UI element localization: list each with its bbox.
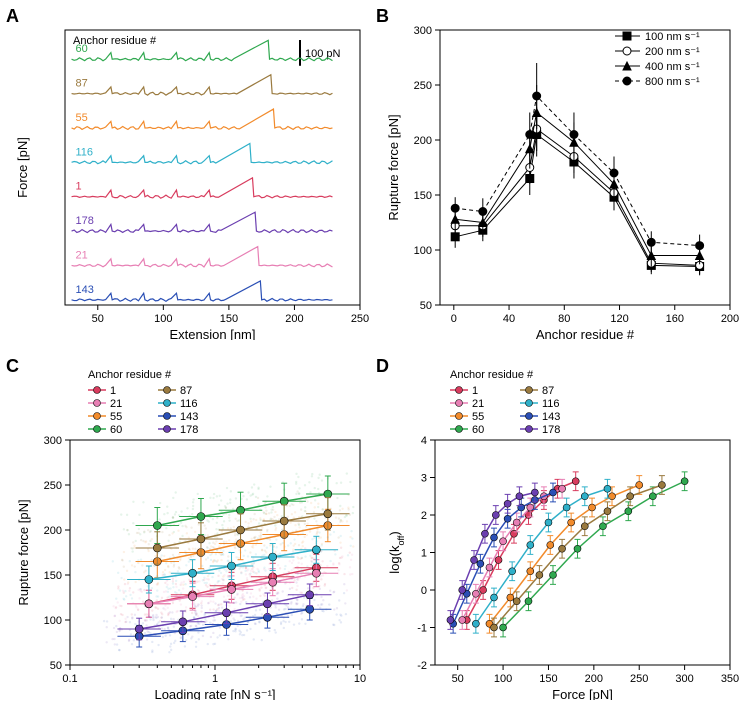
svg-text:80: 80 xyxy=(558,313,570,325)
svg-text:60: 60 xyxy=(110,424,122,436)
panel-b-plot: 0 40 80 120 160 200 50 100 150 200 250 300 Anchor re… xyxy=(380,10,740,340)
svg-text:Rupture force [pN]: Rupture force [pN] xyxy=(386,114,401,220)
svg-text:300: 300 xyxy=(675,673,693,685)
svg-text:120: 120 xyxy=(610,313,628,325)
svg-text:0: 0 xyxy=(421,585,427,597)
svg-text:21: 21 xyxy=(75,249,87,261)
svg-text:Loading rate [nN s⁻¹]: Loading rate [nN s⁻¹] xyxy=(154,687,275,700)
svg-text:87: 87 xyxy=(180,385,192,397)
svg-text:0: 0 xyxy=(451,313,457,325)
svg-text:1: 1 xyxy=(75,181,81,193)
svg-text:143: 143 xyxy=(75,284,93,296)
svg-text:100: 100 xyxy=(44,615,62,627)
svg-text:100 nm s⁻¹: 100 nm s⁻¹ xyxy=(645,31,700,43)
svg-text:55: 55 xyxy=(110,411,122,423)
svg-text:Extension [nm]: Extension [nm] xyxy=(170,327,256,340)
svg-text:116: 116 xyxy=(542,398,560,410)
svg-text:143: 143 xyxy=(542,411,560,423)
svg-text:250: 250 xyxy=(44,480,62,492)
svg-text:0.1: 0.1 xyxy=(62,673,77,685)
svg-text:178: 178 xyxy=(542,424,560,436)
svg-text:4: 4 xyxy=(421,435,427,447)
svg-text:50: 50 xyxy=(50,660,62,672)
svg-text:100: 100 xyxy=(154,313,172,325)
svg-text:116: 116 xyxy=(180,398,198,410)
svg-text:log(koff): log(koff) xyxy=(387,531,406,573)
svg-text:150: 150 xyxy=(539,673,557,685)
svg-text:55: 55 xyxy=(75,112,87,124)
svg-text:200: 200 xyxy=(721,313,739,325)
svg-text:Force [pN]: Force [pN] xyxy=(15,137,30,198)
svg-text:87: 87 xyxy=(75,78,87,90)
svg-text:300: 300 xyxy=(44,435,62,447)
panel-d: D 50100150200250300350-2-101234Force [pN… xyxy=(380,360,740,700)
svg-text:400 nm s⁻¹: 400 nm s⁻¹ xyxy=(645,61,700,73)
svg-text:1: 1 xyxy=(421,548,427,560)
svg-text:87: 87 xyxy=(542,385,554,397)
panel-b: B 0408012016020050100150200250300Anchor … xyxy=(380,10,740,340)
svg-text:150: 150 xyxy=(414,190,432,202)
svg-text:100: 100 xyxy=(494,673,512,685)
svg-text:178: 178 xyxy=(75,215,93,227)
svg-text:-1: -1 xyxy=(417,623,427,635)
panel-a: A 50100150200250Extension [nm]Force [pN]… xyxy=(10,10,370,340)
svg-text:200: 200 xyxy=(414,135,432,147)
svg-text:Anchor residue #: Anchor residue # xyxy=(536,327,635,340)
panel-a-plot: 50100150200250Extension [nm]Force [pN]An… xyxy=(10,10,370,340)
svg-text:50: 50 xyxy=(452,673,464,685)
svg-text:150: 150 xyxy=(220,313,238,325)
svg-text:200: 200 xyxy=(44,525,62,537)
svg-text:60: 60 xyxy=(472,424,484,436)
svg-text:100: 100 xyxy=(414,245,432,257)
svg-text:60: 60 xyxy=(75,43,87,55)
svg-text:Force [pN]: Force [pN] xyxy=(552,687,613,700)
svg-text:300: 300 xyxy=(414,25,432,37)
svg-text:3: 3 xyxy=(421,473,427,485)
svg-text:55: 55 xyxy=(472,411,484,423)
svg-text:21: 21 xyxy=(472,398,484,410)
panel-d-plot: 50 100 150 200 250 300 350 -2 -1 0 1 2 3 4 Force [pN] l… xyxy=(380,360,740,700)
svg-text:50: 50 xyxy=(92,313,104,325)
svg-text:10: 10 xyxy=(354,673,366,685)
svg-text:143: 143 xyxy=(180,411,198,423)
svg-text:1: 1 xyxy=(212,673,218,685)
svg-text:350: 350 xyxy=(721,673,739,685)
svg-text:1: 1 xyxy=(110,385,116,397)
svg-text:Anchor residue #: Anchor residue # xyxy=(450,369,534,381)
svg-text:150: 150 xyxy=(44,570,62,582)
panel-c-plot: 0.1 1 10 50 100 150 200 250 300 Loading rate [nN … xyxy=(10,360,370,700)
svg-text:50: 50 xyxy=(420,300,432,312)
svg-text:1: 1 xyxy=(472,385,478,397)
svg-text:160: 160 xyxy=(666,313,684,325)
panel-a-label: A xyxy=(6,6,19,27)
panel-b-label: B xyxy=(376,6,389,27)
svg-text:21: 21 xyxy=(110,398,122,410)
svg-text:250: 250 xyxy=(630,673,648,685)
svg-text:Rupture force [pN]: Rupture force [pN] xyxy=(16,499,31,605)
svg-text:178: 178 xyxy=(180,424,198,436)
svg-text:800 nm s⁻¹: 800 nm s⁻¹ xyxy=(645,76,700,88)
svg-text:116: 116 xyxy=(75,146,93,158)
svg-text:-2: -2 xyxy=(417,660,427,672)
svg-text:2: 2 xyxy=(421,510,427,522)
svg-text:200: 200 xyxy=(285,313,303,325)
svg-text:250: 250 xyxy=(414,80,432,92)
svg-text:40: 40 xyxy=(503,313,515,325)
svg-text:250: 250 xyxy=(351,313,369,325)
svg-text:200: 200 xyxy=(585,673,603,685)
svg-text:Anchor residue #: Anchor residue # xyxy=(88,369,172,381)
panel-c-label: C xyxy=(6,356,19,377)
panel-c: C 0.111050100150200250300Loading rate [n… xyxy=(10,360,370,700)
panel-d-label: D xyxy=(376,356,389,377)
svg-text:200 nm s⁻¹: 200 nm s⁻¹ xyxy=(645,46,700,58)
